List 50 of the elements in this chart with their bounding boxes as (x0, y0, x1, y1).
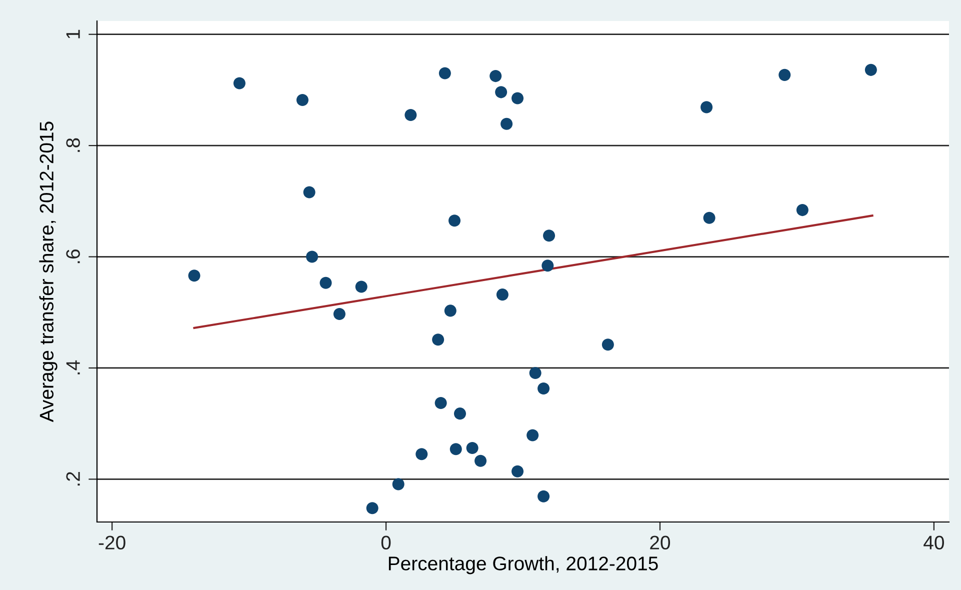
y-tick-label: .4 (66, 360, 80, 374)
x-tick-label: 40 (924, 536, 944, 550)
point (366, 502, 378, 514)
point (538, 490, 550, 502)
point (512, 465, 524, 478)
point (512, 92, 524, 104)
point (233, 77, 246, 90)
point (542, 260, 554, 272)
y-axis-title: Average transfer share, 2012-2015 (39, 122, 58, 422)
point (500, 118, 513, 130)
point (303, 186, 316, 198)
x-axis-title: Percentage Growth, 2012-2015 (388, 556, 658, 574)
x-tick-label: 0 (381, 536, 391, 550)
x-tick-label: 20 (650, 536, 670, 550)
point (296, 94, 308, 106)
point (495, 86, 508, 98)
point (392, 478, 404, 490)
point (333, 308, 346, 320)
point (448, 214, 461, 227)
y-tick-label: 1 (66, 30, 80, 38)
point (543, 230, 556, 242)
point (306, 250, 318, 263)
point (320, 276, 332, 289)
point (526, 429, 539, 442)
point (796, 204, 808, 216)
point (466, 442, 478, 454)
point (703, 212, 716, 224)
point (432, 334, 444, 346)
point (416, 448, 428, 460)
point (444, 304, 456, 317)
y-tick-label: .8 (66, 138, 80, 152)
y-tick-label: .2 (66, 472, 80, 486)
y-tick-label: .6 (66, 250, 80, 264)
point (864, 64, 877, 76)
point (538, 382, 550, 395)
point (188, 270, 200, 282)
point (778, 68, 791, 81)
point (454, 408, 466, 420)
point (474, 454, 487, 467)
point (355, 280, 368, 293)
point (450, 443, 462, 456)
point (700, 101, 713, 114)
point (529, 366, 542, 379)
point (438, 67, 451, 80)
point (490, 70, 502, 82)
point (404, 108, 417, 121)
point (434, 396, 447, 410)
x-tick-label: -20 (98, 536, 126, 550)
point (496, 288, 508, 301)
point (602, 338, 614, 351)
